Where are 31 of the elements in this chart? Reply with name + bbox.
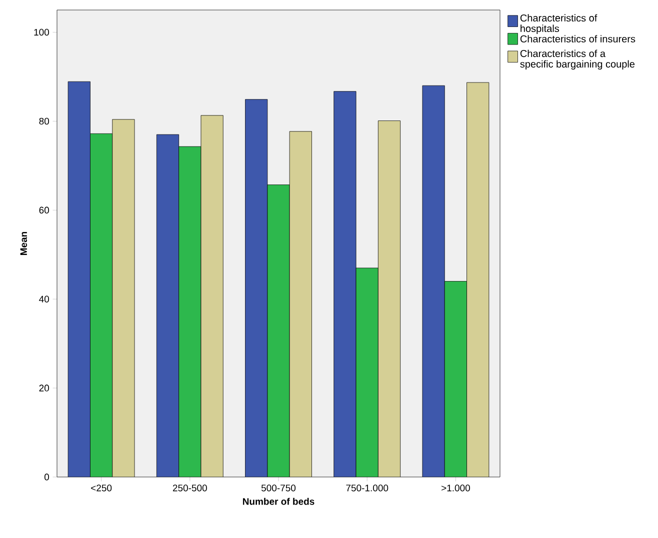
legend-label: Characteristics of hospitals — [520, 14, 598, 34]
bar — [422, 85, 445, 477]
bar — [245, 99, 268, 477]
x-tick-label: 500-750 — [261, 484, 296, 492]
x-tick-label: 750-1.000 — [346, 484, 388, 492]
y-tick-label: 60 — [39, 206, 50, 214]
y-axis-title: Mean — [20, 232, 27, 255]
y-tick-label: 40 — [39, 296, 50, 302]
x-tick-label: >1.000 — [442, 484, 470, 492]
bar — [68, 82, 90, 477]
x-axis-title: Number of beds — [242, 498, 314, 505]
y-tick-label: 100 — [34, 28, 49, 36]
bar — [156, 134, 179, 477]
bar — [267, 184, 290, 477]
bar — [200, 115, 224, 477]
bar — [112, 119, 135, 477]
y-tick-label: 0 — [44, 474, 50, 480]
x-tick-label: 250-500 — [172, 484, 207, 492]
y-tick-label: 20 — [39, 384, 50, 392]
bar — [90, 134, 112, 477]
bar — [356, 268, 378, 477]
y-tick-label: 80 — [39, 118, 50, 125]
bar — [178, 146, 201, 477]
bar — [444, 281, 467, 477]
bar — [466, 82, 490, 477]
bar — [378, 120, 400, 477]
legend-label: Characteristics of insurers — [520, 35, 636, 42]
x-tick-label: <250 — [91, 484, 112, 492]
bar — [334, 91, 356, 477]
legend-label: Characteristics of a specific bargaining couple — [520, 50, 635, 70]
bar — [290, 131, 312, 477]
